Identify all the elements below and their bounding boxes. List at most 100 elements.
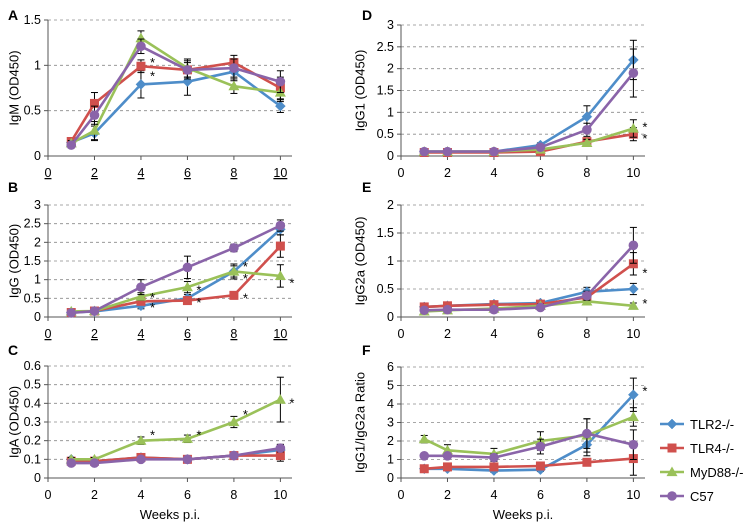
x-tick-label: 8 <box>583 166 590 180</box>
series-c57 <box>66 219 286 318</box>
marker-c57 <box>535 441 546 452</box>
y-tick-label: 1.5 <box>377 226 394 240</box>
x-tick-label: 8 <box>230 166 237 180</box>
y-axis-label: IgG1 (OD450) <box>353 50 368 132</box>
series-line <box>424 262 635 309</box>
marker-c57 <box>136 282 146 292</box>
x-tick-label: 0 <box>398 488 405 502</box>
legend-label: TLR4-/- <box>690 441 734 456</box>
marker-c57 <box>442 146 453 157</box>
x-tick-label: 4 <box>137 488 144 502</box>
y-tick-label: 1 <box>387 254 394 268</box>
marker-c57 <box>489 304 499 315</box>
significance-star: * <box>196 295 201 310</box>
marker-c57 <box>535 142 546 153</box>
y-tick-label: 3 <box>34 198 41 212</box>
significance-star: * <box>150 427 155 442</box>
marker-tlr4 <box>136 61 146 71</box>
marker-myd88 <box>135 32 147 43</box>
marker-myd88 <box>418 433 430 444</box>
marker-c57 <box>182 65 193 75</box>
y-tick-label: 0.2 <box>24 434 41 448</box>
series-tlr4 <box>66 234 285 318</box>
marker-c57 <box>489 146 499 157</box>
legend-label: C57 <box>690 489 714 504</box>
panel-f: F 0 1 2 3 4 5 6 0 2 4 6 8 10 IgG1/IgG2a Ratio Weeks p.i… <box>353 342 648 522</box>
series-c57 <box>66 38 286 150</box>
y-axis-label: IgG (OD450) <box>7 224 22 298</box>
marker-tlr4 <box>628 259 638 269</box>
marker-c57 <box>582 428 592 439</box>
marker-myd88 <box>274 394 286 404</box>
y-tick-label: 0.4 <box>24 396 41 410</box>
significance-star: * <box>150 300 155 315</box>
marker-c57 <box>419 305 430 316</box>
x-tick-label: 6 <box>184 327 191 341</box>
series-line <box>424 244 635 312</box>
y-tick-label: 0 <box>387 310 394 324</box>
marker-c57 <box>66 308 77 318</box>
y-tick-label: 1 <box>387 105 394 119</box>
x-tick-label: 8 <box>583 488 590 502</box>
y-tick-label: 2.5 <box>24 217 41 231</box>
marker-c57 <box>442 304 453 315</box>
x-tick-label: 4 <box>137 166 144 180</box>
series-line <box>71 398 281 461</box>
marker-tlr4 <box>275 451 285 461</box>
x-tick-label: 10 <box>626 327 640 341</box>
series-line <box>70 36 281 145</box>
marker-myd88 <box>88 125 100 135</box>
series-c57 <box>419 418 639 463</box>
panel-e: E 0 0.5 1 1.5 2 0 2 4 6 8 10 IgG2a (OD450) * * <box>353 179 648 341</box>
series-myd88 <box>65 376 286 464</box>
significance-star: * <box>289 276 294 291</box>
marker-c57 <box>628 68 639 78</box>
marker-myd88 <box>181 281 193 292</box>
marker-tlr4 <box>419 464 429 474</box>
x-tick-label: 2 <box>444 488 451 502</box>
marker-myd88 <box>135 435 147 445</box>
y-tick-label: 0 <box>387 149 394 163</box>
significance-star: * <box>196 282 201 297</box>
y-tick-label: 0.3 <box>24 415 41 429</box>
marker-c57 <box>535 302 546 313</box>
x-tick-label: 10 <box>626 488 640 502</box>
marker-tlr4 <box>136 296 146 306</box>
significance-star: * <box>243 259 248 274</box>
x-axis-label: Weeks p.i. <box>140 507 200 522</box>
legend-item: MyD88-/- <box>660 465 743 480</box>
significance-star: * <box>243 291 248 306</box>
marker-c57 <box>136 41 146 52</box>
legend-item: TLR2-/- <box>660 417 734 432</box>
panel-a: A 0 0.5 1 1.5 0 2 4 6 8 10 IgM (OD450) ** <box>7 7 292 180</box>
marker-c57 <box>89 110 100 120</box>
marker-tlr4 <box>442 462 452 472</box>
x-tick-label: 0 <box>45 327 52 341</box>
x-tick-label: 2 <box>444 327 451 341</box>
series-line <box>424 457 634 471</box>
marker-tlr4 <box>667 443 677 453</box>
marker-c57 <box>582 290 592 301</box>
legend-label: MyD88-/- <box>690 465 743 480</box>
marker-c57 <box>66 140 77 150</box>
y-tick-label: 0.5 <box>24 104 41 118</box>
marker-myd88 <box>274 270 286 281</box>
x-tick-label: 10 <box>273 488 287 502</box>
y-tick-label: 1.5 <box>24 254 41 268</box>
y-tick-label: 3 <box>387 18 394 32</box>
y-axis-label: IgA (OD450) <box>7 386 22 458</box>
marker-tlr2 <box>666 418 678 430</box>
x-tick-label: 6 <box>537 327 544 341</box>
series-line <box>424 432 634 459</box>
marker-c57 <box>582 125 592 135</box>
x-tick-label: 10 <box>273 327 287 341</box>
x-tick-label: 10 <box>626 166 640 180</box>
y-axis-label: IgG1/IgG2a Ratio <box>353 372 368 473</box>
y-tick-label: 0 <box>34 471 41 485</box>
significance-star: * <box>150 290 155 305</box>
marker-tlr2 <box>628 283 639 295</box>
marker-c57 <box>628 439 639 450</box>
y-tick-label: 6 <box>387 360 394 374</box>
panel-letter: F <box>362 342 371 358</box>
marker-tlr4 <box>582 457 592 467</box>
